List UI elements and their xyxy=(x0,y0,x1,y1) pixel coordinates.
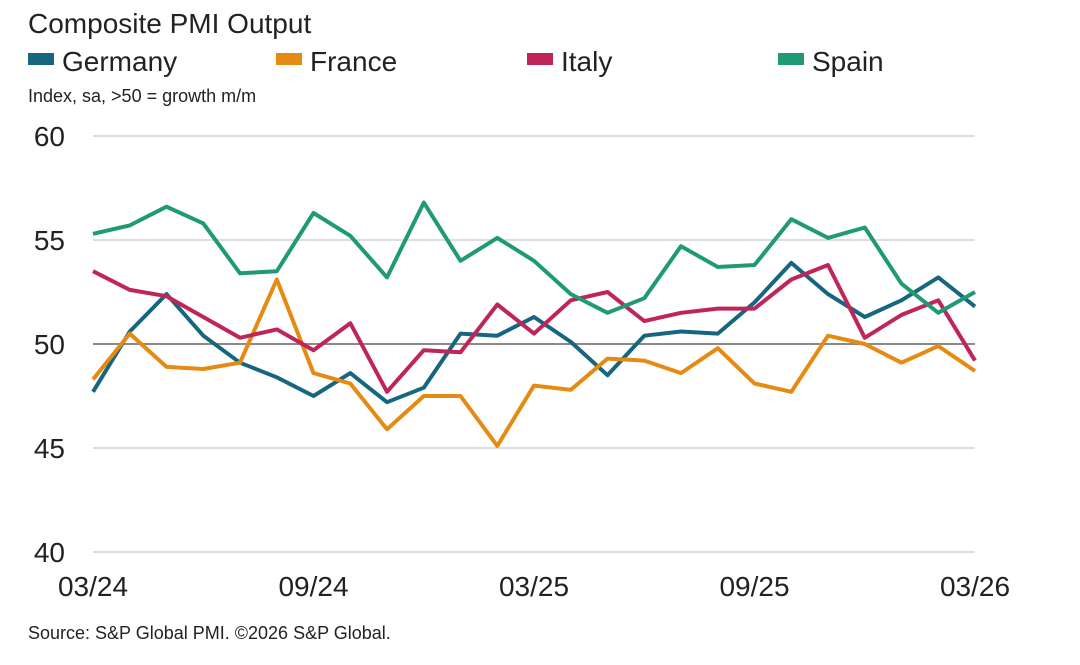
chart-title: Composite PMI Output xyxy=(28,8,312,39)
legend-swatch-france xyxy=(276,53,302,65)
series-lines xyxy=(91,200,977,448)
x-tick-label: 03/26 xyxy=(940,571,1010,602)
source-note: Source: S&P Global PMI. ©2026 S&P Global… xyxy=(28,623,391,643)
chart-subtitle: Index, sa, >50 = growth m/m xyxy=(28,86,257,106)
legend-item-france: France xyxy=(276,44,397,80)
y-tick-label: 50 xyxy=(34,329,65,360)
series-line-spain xyxy=(92,200,976,315)
y-tick-label: 40 xyxy=(34,537,65,568)
legend-label-spain: Spain xyxy=(812,46,884,77)
x-tick-label: 09/25 xyxy=(719,571,789,602)
series-line-italy xyxy=(92,263,977,394)
x-axis-tick-labels: 03/24 09/24 03/25 09/25 03/26 xyxy=(58,571,1010,602)
x-tick-label: 03/25 xyxy=(499,571,569,602)
y-axis-tick-labels: 40 45 50 55 60 xyxy=(34,121,65,568)
legend-item-italy: Italy xyxy=(527,44,612,80)
chart-legend: Germany France Italy Spain xyxy=(28,44,1028,80)
y-tick-label: 60 xyxy=(34,121,65,152)
y-tick-label: 55 xyxy=(34,225,65,256)
legend-item-spain: Spain xyxy=(778,44,884,80)
x-tick-label: 09/24 xyxy=(278,571,348,602)
legend-label-germany: Germany xyxy=(62,46,178,77)
legend-swatch-spain xyxy=(778,53,804,65)
legend-label-france: France xyxy=(310,46,398,77)
legend-item-germany: Germany xyxy=(28,44,177,80)
legend-swatch-germany xyxy=(28,53,54,65)
legend-swatch-italy xyxy=(527,53,553,65)
x-tick-label: 03/24 xyxy=(58,571,128,602)
legend-label-italy: Italy xyxy=(561,46,613,77)
y-tick-label: 45 xyxy=(34,433,65,464)
grid-lines xyxy=(93,135,975,553)
series-line-france xyxy=(91,277,977,448)
